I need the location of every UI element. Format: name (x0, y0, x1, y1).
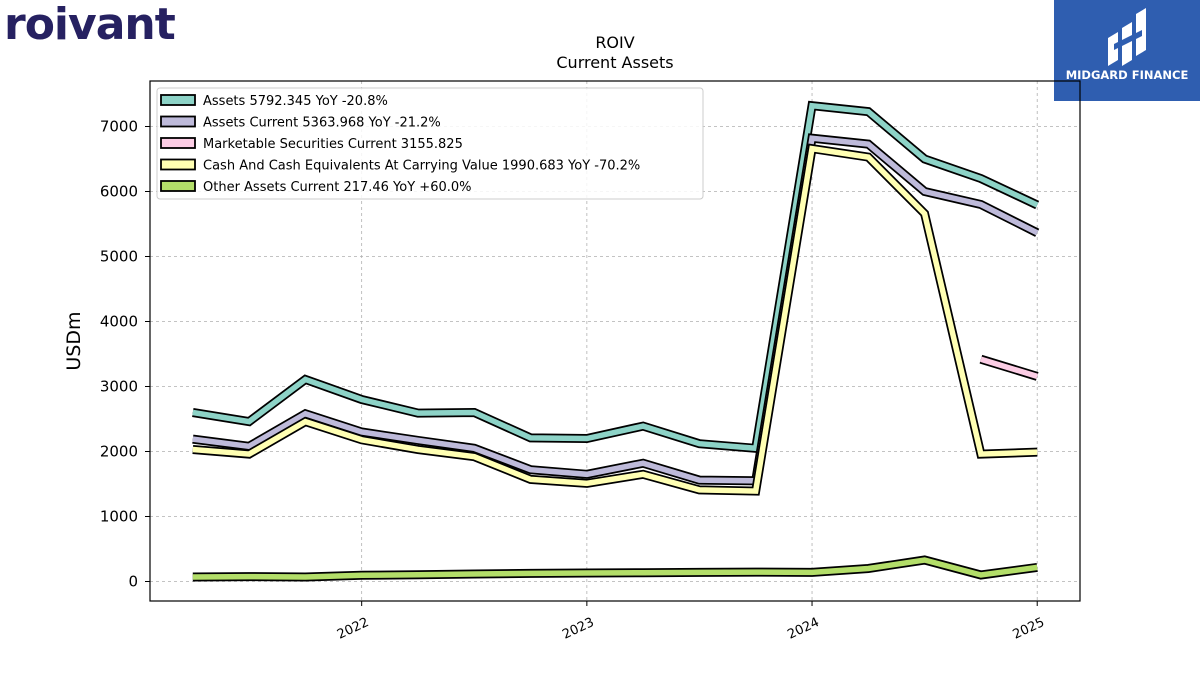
y-tick-label: 0 (128, 573, 138, 591)
series-line-1 (192, 135, 1039, 484)
legend-swatch-3 (160, 158, 196, 171)
series-line-4 (192, 557, 1038, 580)
series-lines (192, 100, 1040, 582)
chart-title: ROIV (595, 33, 634, 52)
legend-label-3: Cash And Cash Equivalents At Carrying Va… (203, 159, 640, 174)
legend-label-0: Assets 5792.345 YoY -20.8% (203, 94, 388, 109)
roivant-logo: roivant (4, 0, 176, 50)
legend-swatch-4 (160, 180, 196, 192)
chart-subtitle: Current Assets (556, 53, 673, 72)
y-tick-label: 5000 (100, 248, 138, 266)
y-axis-label: USDm (63, 311, 85, 370)
series-line-3 (192, 145, 1038, 494)
legend-label-4: Other Assets Current 217.46 YoY +60.0% (203, 180, 472, 195)
series-line-2 (980, 356, 1039, 380)
legend: Assets 5792.345 YoY -20.8% Assets Current… (156, 87, 704, 200)
x-tick-label: 2024 (785, 615, 821, 643)
x-tick-label: 2023 (560, 615, 596, 643)
y-tick-label: 4000 (100, 313, 138, 331)
publisher-name: MIDGARD FINANCE (1065, 68, 1189, 82)
x-tick-label: 2025 (1011, 615, 1047, 643)
legend-label-1: Assets Current 5363.968 YoY -21.2% (203, 116, 441, 131)
plot-frame (149, 80, 1081, 602)
y-axis: 0 1000 2000 3000 4000 5000 6000 7000 (100, 118, 150, 591)
legend-swatch-2 (160, 137, 196, 149)
x-axis: 2022 2023 2024 2025 (335, 601, 1047, 643)
legend-label-2: Marketable Securities Current 3155.825 (203, 137, 463, 152)
legend-swatch-0 (160, 94, 196, 106)
legend-box (156, 87, 704, 200)
y-tick-label: 1000 (100, 508, 138, 526)
legend-swatch-1 (160, 115, 196, 128)
x-tick-label: 2022 (335, 615, 371, 643)
midgard-finance-logo: MIDGARD FINANCE (1054, 0, 1200, 101)
series-line-0 (192, 102, 1039, 452)
y-tick-label: 6000 (100, 183, 138, 201)
y-tick-label: 3000 (100, 378, 138, 396)
y-tick-label: 2000 (100, 443, 138, 461)
y-tick-label: 7000 (100, 118, 138, 136)
midgard-logo-icon (1108, 8, 1146, 66)
